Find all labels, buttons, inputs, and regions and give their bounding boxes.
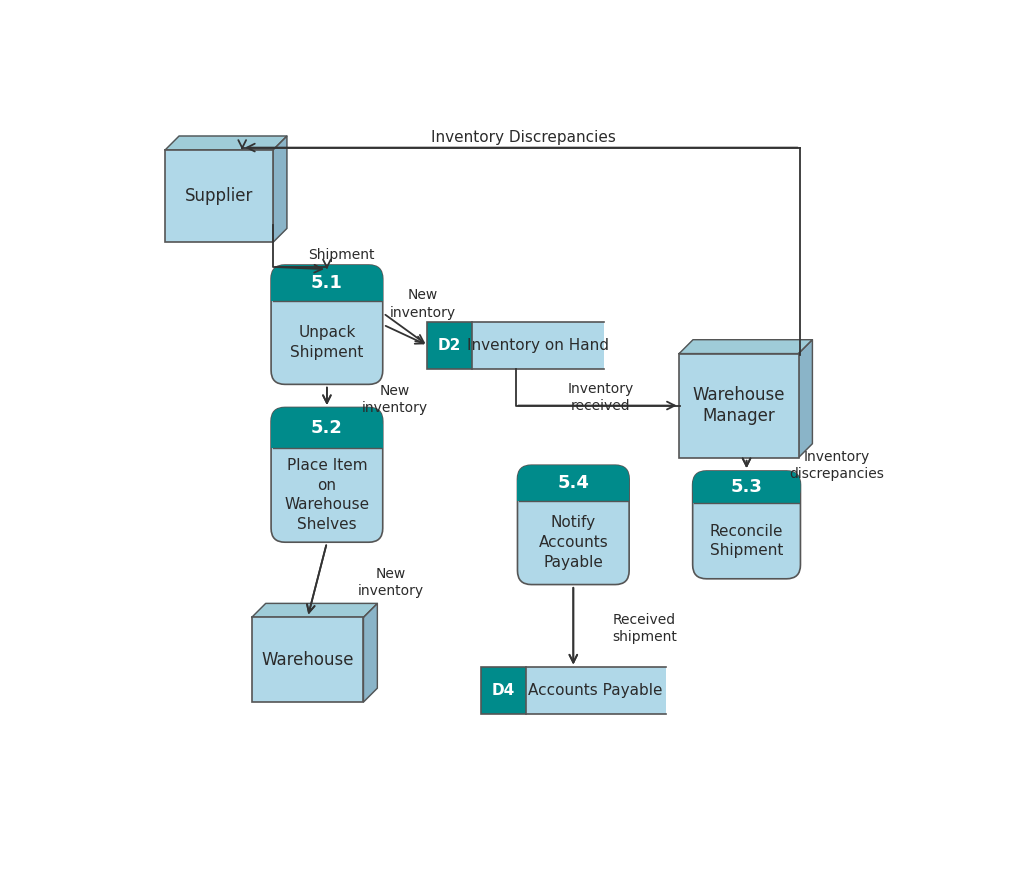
Text: Accounts Payable: Accounts Payable	[528, 683, 663, 698]
Bar	[271, 280, 383, 301]
Bar	[165, 150, 273, 242]
Text: 5.4: 5.4	[557, 474, 589, 492]
FancyBboxPatch shape	[271, 408, 383, 542]
Text: Notify
Accounts
Payable: Notify Accounts Payable	[539, 516, 608, 570]
Text: Shipment: Shipment	[307, 248, 374, 262]
Bar	[252, 617, 364, 702]
Text: Warehouse
Manager: Warehouse Manager	[692, 386, 785, 425]
Polygon shape	[679, 339, 812, 353]
Polygon shape	[273, 136, 287, 242]
FancyBboxPatch shape	[271, 265, 383, 301]
Text: Unpack
Shipment: Unpack Shipment	[290, 325, 364, 360]
Bar	[525, 667, 666, 714]
Text: 5.3: 5.3	[730, 478, 763, 496]
Bar	[692, 484, 801, 503]
Text: 5.2: 5.2	[311, 418, 343, 437]
Bar	[679, 353, 799, 458]
Text: New
inventory: New inventory	[361, 384, 428, 415]
Polygon shape	[165, 136, 287, 150]
FancyBboxPatch shape	[692, 471, 801, 579]
FancyBboxPatch shape	[271, 408, 383, 448]
Text: New
inventory: New inventory	[390, 289, 457, 319]
Text: 5.1: 5.1	[311, 274, 343, 292]
Text: Inventory
discrepancies: Inventory discrepancies	[788, 450, 884, 481]
Polygon shape	[252, 603, 378, 617]
Text: Reconcile
Shipment: Reconcile Shipment	[710, 524, 783, 559]
Bar	[427, 323, 472, 368]
FancyBboxPatch shape	[271, 265, 383, 384]
Polygon shape	[364, 603, 378, 702]
Text: Inventory on Hand: Inventory on Hand	[467, 338, 609, 353]
Bar	[472, 323, 604, 368]
FancyBboxPatch shape	[692, 471, 801, 503]
Text: Received
shipment: Received shipment	[611, 613, 677, 645]
Text: Inventory Discrepancies: Inventory Discrepancies	[431, 130, 615, 145]
FancyBboxPatch shape	[517, 465, 629, 501]
Text: New
inventory: New inventory	[357, 567, 424, 598]
Bar	[271, 424, 383, 448]
Polygon shape	[799, 339, 812, 458]
Text: Warehouse: Warehouse	[261, 651, 354, 668]
Text: Inventory
received: Inventory received	[567, 382, 634, 413]
FancyBboxPatch shape	[517, 465, 629, 585]
Text: D4: D4	[492, 683, 515, 698]
Bar	[517, 480, 629, 501]
Text: Place Item
on
Warehouse
Shelves: Place Item on Warehouse Shelves	[285, 458, 370, 532]
Bar	[481, 667, 525, 714]
Text: D2: D2	[437, 338, 461, 353]
Text: Supplier: Supplier	[185, 187, 253, 205]
